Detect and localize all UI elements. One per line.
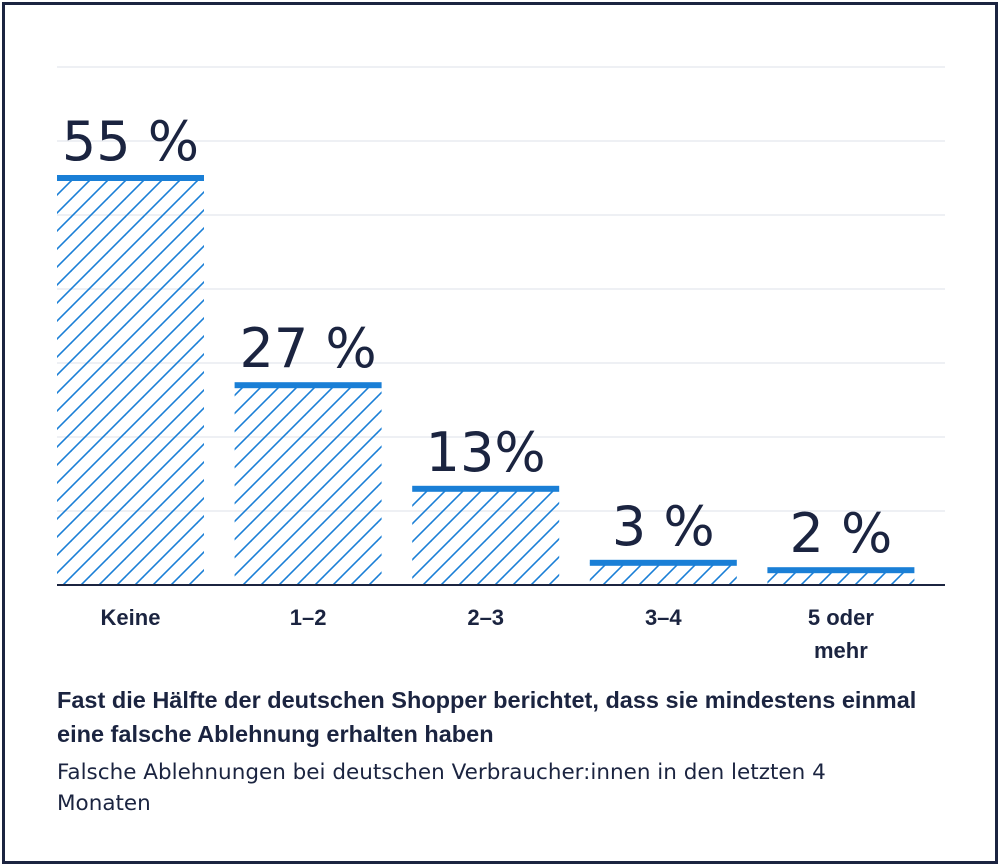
data-label: 27 % [239,317,376,380]
tick-label: 2–3 [467,605,504,630]
tick-label: 1–2 [290,605,327,630]
tick-label: 5 oder mehr [808,605,874,663]
bar-top-line [57,175,204,181]
tick-label-line: mehr [814,638,868,663]
tick-label: Keine [101,605,161,630]
bar [589,562,737,585]
bars [57,175,915,585]
bar [767,570,915,585]
category-labels: Keine 1–2 2–3 3–4 5 oder mehr [101,605,875,663]
tick-label-line: 2–3 [467,605,504,630]
bar [234,385,382,585]
data-label: 2 % [789,502,892,565]
tick-label-line: Keine [101,605,161,630]
bar-top-line [589,559,737,566]
tick-label-line: 5 oder [808,605,874,630]
tick-label-line: 3–4 [645,605,682,630]
bar [57,178,204,585]
gridlines [57,66,945,512]
chart-caption-subtitle: Falsche Ablehnungen bei deutschen Verbra… [57,760,826,816]
tick-label: 3–4 [645,605,682,630]
bar-top-line [234,382,382,389]
bar [412,488,560,585]
tick-label-line: 1–2 [290,605,327,630]
data-label: 55 % [62,110,199,173]
bar-top-line [767,567,915,574]
value-labels: 55 % 27 % 13% 3 % 2 % [62,110,892,565]
bar-top-line [412,485,560,492]
chart-caption-title: Fast die Hälfte der deutschen Shopper be… [57,687,917,747]
data-label: 3 % [612,495,715,558]
data-label: 13% [426,421,546,484]
